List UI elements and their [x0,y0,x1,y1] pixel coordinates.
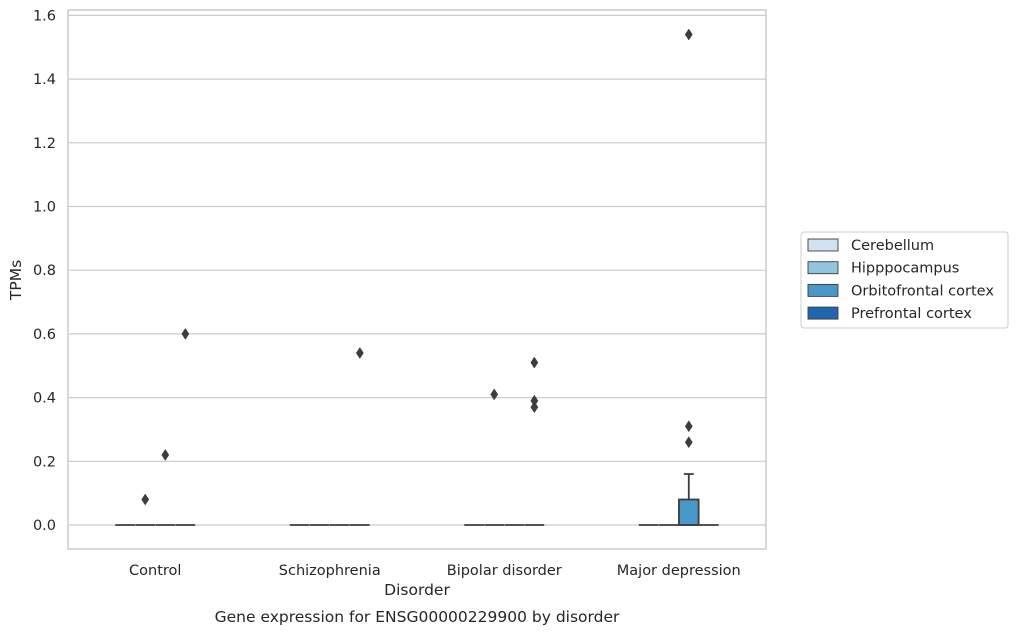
legend-label: Hipppocampus [851,261,959,277]
x-tick-label: Control [129,563,181,579]
x-tick-label: Major depression [617,563,741,579]
outlier-point [141,493,150,506]
y-tick-label: 0.2 [33,454,56,470]
legend-swatch [807,306,839,320]
y-tick-label: 0.8 [33,263,56,279]
y-tick-label: 0.6 [33,327,56,343]
box-hipppocampus [484,388,505,526]
box-hipppocampus [135,493,156,526]
chart-caption: Gene expression for ENSG00000229900 by d… [215,608,620,626]
legend-swatch [807,283,839,297]
y-axis-title: TPMs [7,260,25,301]
box-prefrontal-cortex [350,347,370,526]
plot-frame [67,9,767,550]
y-tick-label: 1.4 [33,72,56,88]
legend-label: Prefrontal cortex [851,306,972,322]
outlier-point [684,420,693,433]
gridlines [68,14,766,526]
outlier-point [161,448,170,461]
outlier-point [530,356,539,369]
box-orbitofrontal-cortex [678,28,700,526]
boxes [115,28,719,526]
box-prefrontal-cortex [524,356,545,526]
outlier-point [684,28,693,41]
x-tick-labels: Control Schizophrenia Bipolar disorder Majo… [129,563,741,579]
outlier-point [490,388,499,401]
x-tick-label: Schizophrenia [279,563,381,579]
outlier-point [530,401,539,414]
legend-items: Cerebellum Hipppocampus Orbitofrontal cort… [807,238,994,322]
outlier-point [181,327,190,340]
box-orbitofrontal-cortex [155,448,176,526]
y-tick-label: 1.0 [33,200,56,216]
outlier-point [684,436,693,449]
legend: Cerebellum Hipppocampus Orbitofrontal cort… [800,231,1009,329]
x-tick-label: Bipolar disorder [447,563,562,579]
outlier-point [355,347,364,359]
y-tick-label: 0.0 [33,518,56,534]
box-prefrontal-cortex [175,327,196,526]
y-tick-label: 0.4 [33,391,56,407]
legend-frame [800,231,1009,329]
legend-swatch [807,261,839,275]
legend-swatch [807,238,839,252]
x-axis-title: Disorder [384,581,450,599]
legend-label: Cerebellum [851,238,934,254]
y-tick-labels: 0.0 0.2 0.4 0.6 0.8 1.0 1.2 1.4 1.6 [33,8,56,534]
y-tick-label: 1.6 [33,8,56,24]
legend-label: Orbitofrontal cortex [851,283,994,299]
box-body [678,498,700,526]
y-tick-label: 1.2 [33,136,56,152]
